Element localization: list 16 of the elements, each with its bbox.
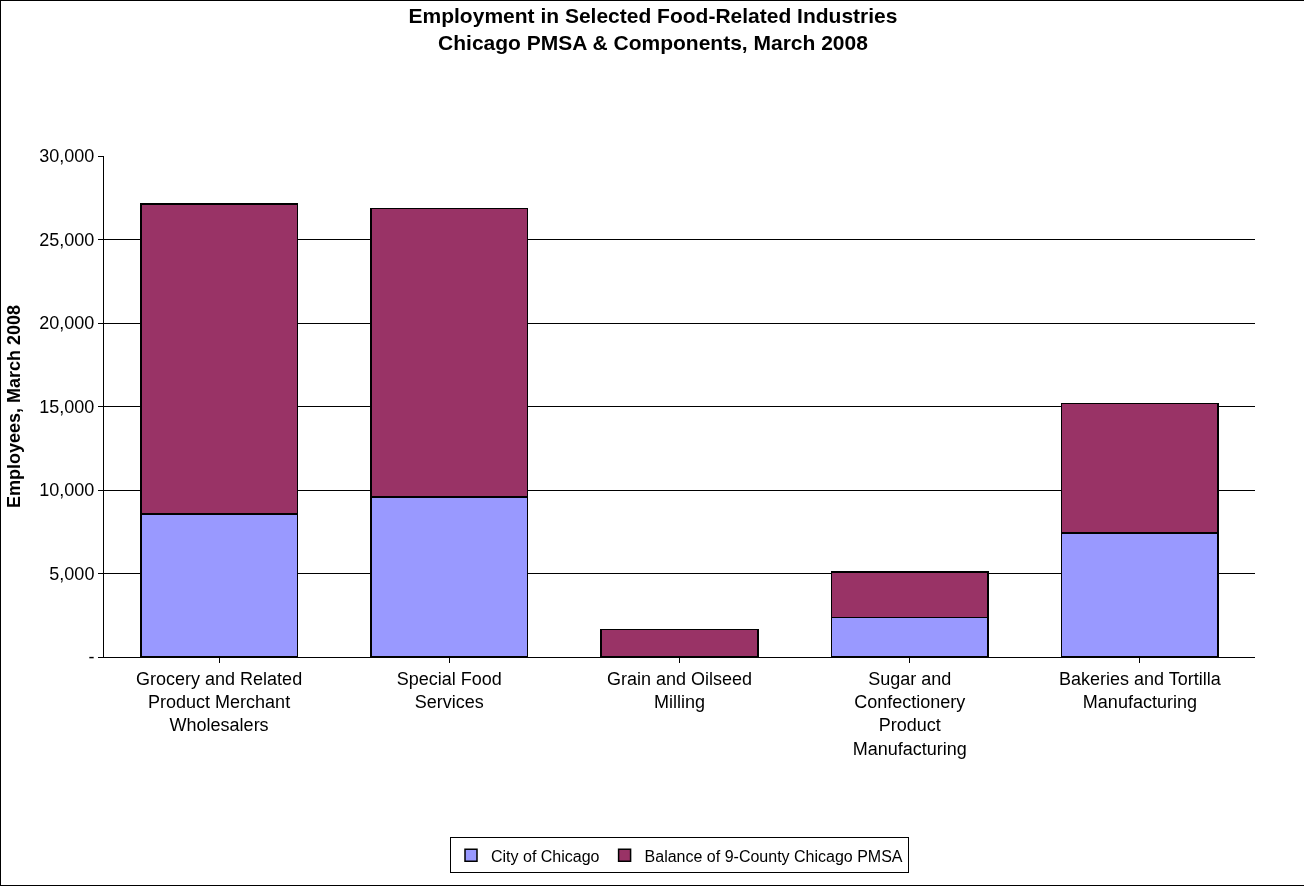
y-tick-label: 5,000 bbox=[49, 563, 95, 584]
y-axis-title: Employees, March 2008 bbox=[3, 304, 24, 509]
x-tick-label: Bakeries and Tortilla Manufacturing bbox=[1059, 668, 1222, 712]
x-tick-label: Grain and Oilseed Milling bbox=[606, 668, 753, 712]
x-tick-label: Grocery and Related Product Merchant Wholesalers bbox=[136, 668, 303, 736]
x-tick-label: Sugar and Confectionery Product Manufacturing bbox=[852, 668, 967, 759]
y-tick-label: 10,000 bbox=[39, 480, 95, 501]
legend-label: City of Chicago bbox=[491, 847, 600, 865]
chart-title: Employment in Selected Food-Related Industries Chicago PMSA & Components, March 2008 bbox=[408, 4, 898, 55]
y-tick-label: - bbox=[88, 647, 95, 668]
y-tick-label: 20,000 bbox=[39, 313, 95, 334]
y-tick-label: 30,000 bbox=[39, 146, 95, 167]
legend-label: Balance of 9-County Chicago PMSA bbox=[644, 847, 903, 865]
y-tick-label: 25,000 bbox=[39, 229, 95, 250]
y-tick-label: 15,000 bbox=[39, 396, 95, 417]
x-tick-label: Special Food Services bbox=[396, 668, 502, 712]
